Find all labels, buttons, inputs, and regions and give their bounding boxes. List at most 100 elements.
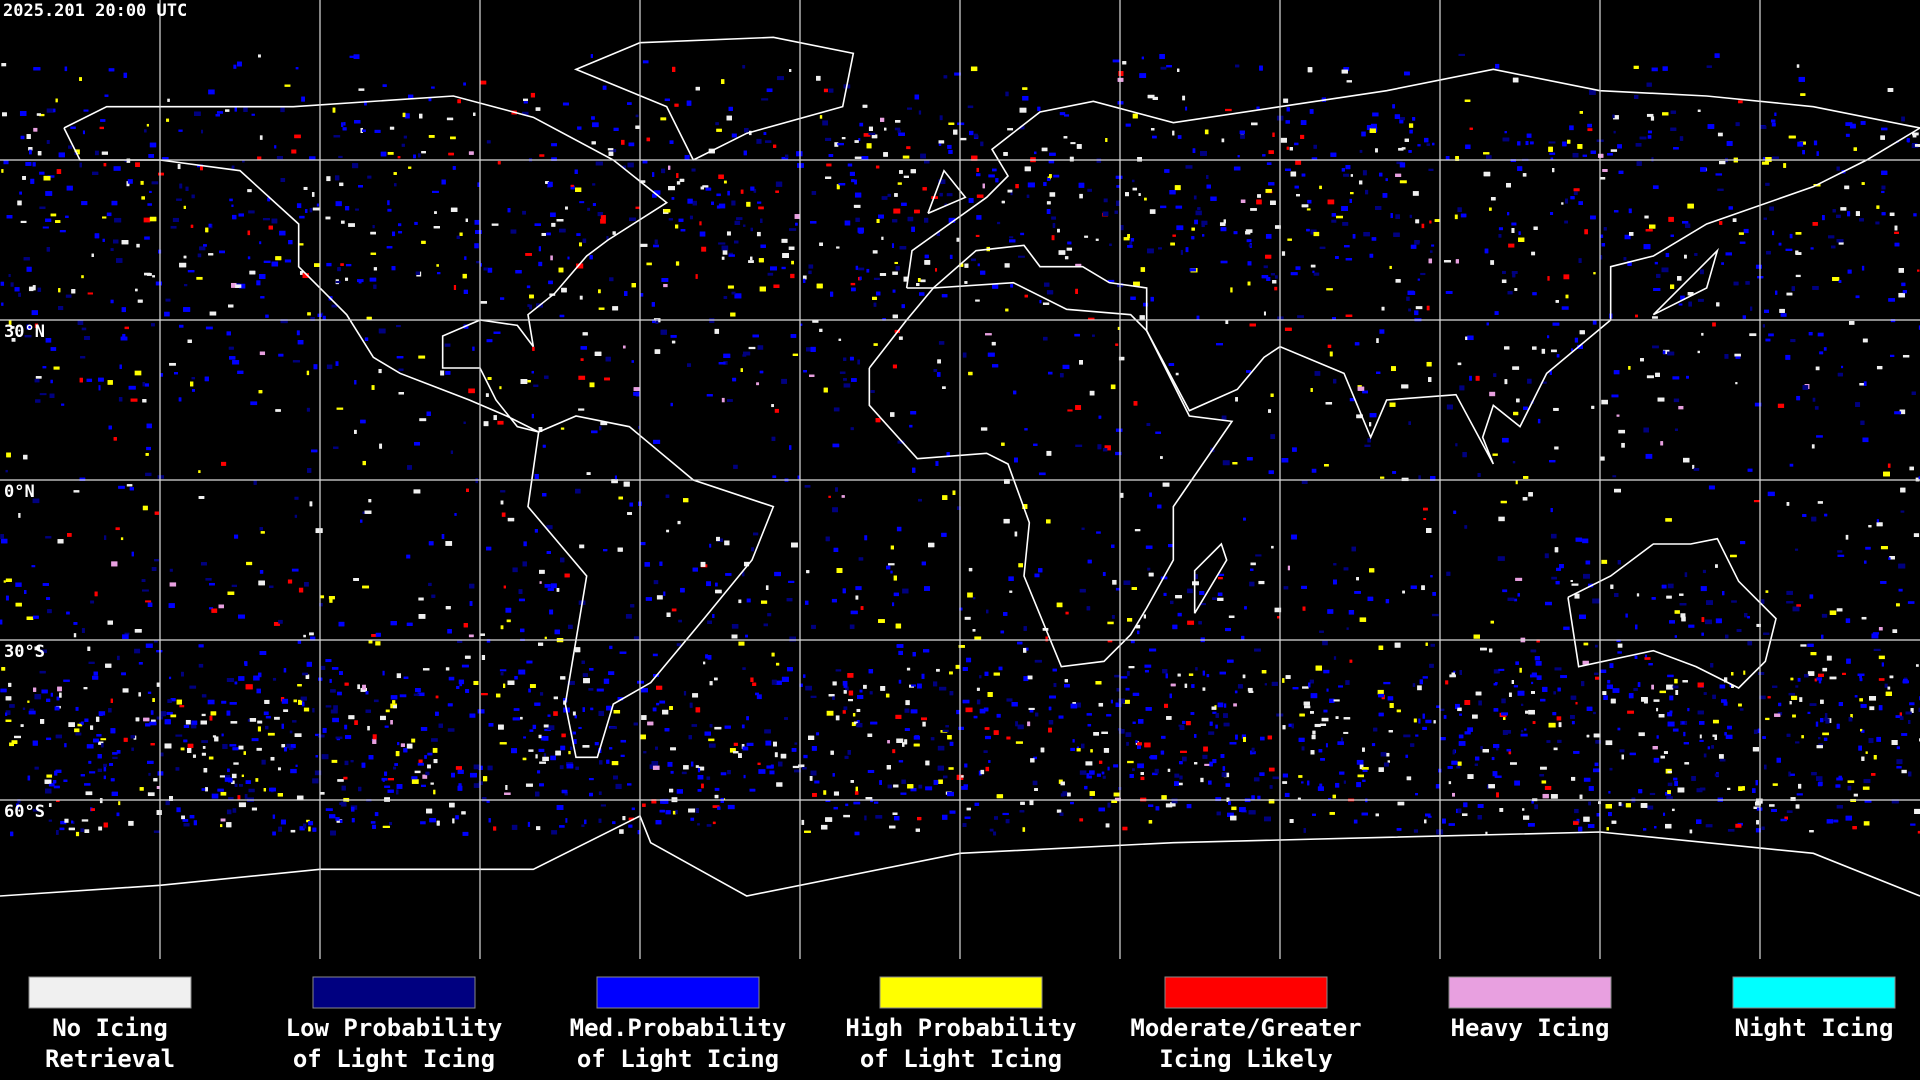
icing-pixel (532, 724, 537, 730)
icing-pixel (579, 544, 585, 549)
icing-pixel (757, 345, 764, 350)
icing-pixel (1089, 796, 1093, 799)
icing-pixel (888, 563, 895, 566)
icing-pixel (1489, 391, 1496, 397)
icing-pixel (1096, 531, 1101, 534)
icing-pixel (1333, 656, 1337, 660)
icing-pixel (1556, 716, 1562, 721)
icing-pixel (10, 282, 14, 287)
icing-pixel (1754, 402, 1762, 407)
icing-pixel (1531, 681, 1534, 685)
icing-pixel (1652, 185, 1659, 190)
icing-pixel (859, 122, 864, 127)
icing-pixel (803, 754, 808, 759)
icing-pixel (86, 744, 94, 749)
icing-pixel (1133, 281, 1140, 286)
icing-pixel (663, 591, 666, 596)
icing-pixel (1561, 306, 1569, 310)
icing-pixel (767, 613, 772, 617)
icing-pixel (722, 249, 728, 255)
icing-pixel (1130, 296, 1136, 300)
icing-pixel (769, 770, 775, 775)
icing-pixel (145, 600, 152, 603)
icing-pixel (319, 595, 325, 599)
icing-pixel (296, 203, 302, 209)
icing-pixel (1331, 219, 1337, 223)
icing-pixel (922, 721, 926, 727)
icing-pixel (164, 311, 170, 317)
icing-pixel (1467, 727, 1473, 732)
icing-pixel (60, 820, 67, 825)
icing-pixel (742, 667, 746, 670)
icing-pixel (56, 169, 62, 175)
icing-pixel (708, 743, 716, 748)
icing-pixel (1417, 278, 1420, 281)
icing-pixel (397, 223, 402, 227)
icing-pixel (207, 699, 215, 705)
icing-pixel (1901, 769, 1907, 774)
icing-pixel (1095, 238, 1099, 241)
icing-pixel (716, 205, 721, 209)
icing-pixel (641, 715, 647, 720)
icing-pixel (326, 364, 333, 369)
icing-pixel (1177, 612, 1182, 617)
icing-pixel (1678, 303, 1683, 306)
icing-pixel (259, 135, 263, 140)
icing-pixel (667, 761, 673, 767)
icing-pixel (255, 778, 259, 782)
icing-pixel (1853, 793, 1858, 797)
icing-pixel (646, 262, 652, 266)
icing-pixel (1196, 315, 1200, 320)
icing-pixel (855, 586, 862, 591)
icing-pixel (606, 236, 609, 241)
icing-pixel (763, 623, 768, 627)
icing-pixel (574, 715, 578, 719)
icing-pixel (1103, 198, 1108, 203)
icing-pixel (1396, 161, 1403, 165)
icing-pixel (1123, 237, 1130, 241)
icing-pixel (1563, 274, 1570, 280)
icing-pixel (147, 691, 152, 694)
icing-pixel (291, 149, 297, 154)
icing-pixel (1795, 685, 1799, 688)
icing-pixel (1508, 243, 1515, 248)
icing-pixel (48, 819, 53, 822)
icing-pixel (896, 526, 902, 532)
icing-pixel (1469, 375, 1472, 381)
icing-pixel (1112, 579, 1117, 585)
icing-pixel (1845, 534, 1849, 540)
icing-pixel (742, 354, 747, 357)
icing-pixel (463, 82, 466, 86)
icing-pixel (116, 655, 120, 661)
icing-pixel (651, 761, 659, 766)
icing-pixel (948, 149, 953, 154)
icing-pixel (39, 171, 45, 175)
icing-pixel (1079, 770, 1087, 775)
icing-pixel (284, 259, 292, 263)
icing-pixel (1107, 621, 1114, 625)
icing-pixel (1541, 348, 1546, 354)
icing-pixel (1653, 757, 1660, 763)
icing-pixel (1048, 727, 1052, 733)
icing-pixel (640, 293, 644, 297)
icing-pixel (1616, 639, 1621, 643)
icing-pixel (1901, 733, 1908, 736)
icing-pixel (1454, 214, 1458, 220)
icing-pixel (1200, 777, 1204, 783)
icing-pixel (1544, 553, 1549, 559)
icing-pixel (25, 161, 32, 166)
icing-pixel (1815, 366, 1820, 371)
icing-pixel (128, 820, 134, 826)
icing-pixel (331, 759, 338, 763)
icing-pixel (774, 408, 779, 413)
icing-pixel (1423, 518, 1427, 521)
icing-pixel (250, 401, 258, 406)
icing-pixel (1200, 603, 1206, 606)
icing-pixel (1560, 675, 1568, 679)
icing-pixel (792, 765, 799, 769)
icing-pixel (1067, 409, 1073, 412)
icing-pixel (3, 580, 6, 583)
icing-pixel (169, 582, 177, 587)
icing-pixel (1824, 713, 1828, 718)
icing-pixel (265, 715, 271, 719)
